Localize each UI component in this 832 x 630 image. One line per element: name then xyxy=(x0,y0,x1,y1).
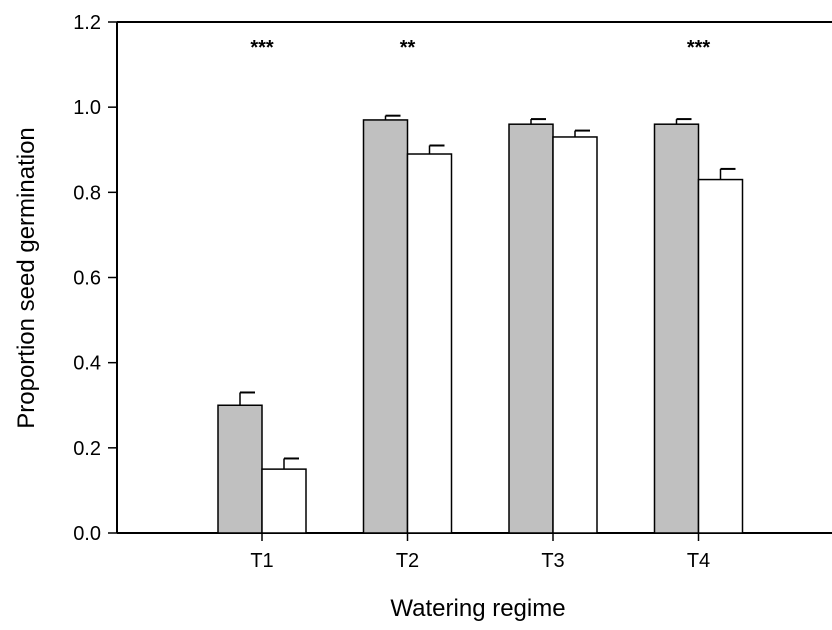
significance-label: *** xyxy=(250,37,274,59)
x-tick-label: T4 xyxy=(687,550,710,572)
y-tick-label: 0.4 xyxy=(73,353,101,375)
y-tick-label: 1.0 xyxy=(73,97,101,119)
plot-area: 0.0 0.2 0.4 0.6 0.8 1.0 1.2 T1 *** T2 ** T3 T4 *** xyxy=(73,12,832,572)
significance-label: *** xyxy=(687,37,711,59)
y-tick-label: 1.2 xyxy=(73,12,101,34)
y-axis-title: Proportion seed germination xyxy=(13,127,40,429)
y-tick-label: 0.8 xyxy=(73,182,101,204)
bar xyxy=(552,136,598,534)
x-tick-label: T1 xyxy=(250,550,273,572)
bar xyxy=(406,153,453,534)
bar xyxy=(697,178,744,534)
bar xyxy=(362,119,409,534)
y-tick-label: 0.2 xyxy=(73,438,101,460)
y-tick-label: 0.6 xyxy=(73,268,101,290)
significance-label: ** xyxy=(400,37,416,59)
bar xyxy=(261,468,307,534)
bar xyxy=(653,123,700,534)
x-axis-title: Watering regime xyxy=(390,595,565,622)
x-tick-label: T3 xyxy=(541,550,564,572)
x-tick-label: T2 xyxy=(396,550,419,572)
y-tick-label: 0.0 xyxy=(73,523,101,545)
bar xyxy=(217,404,263,534)
bar xyxy=(508,123,554,534)
